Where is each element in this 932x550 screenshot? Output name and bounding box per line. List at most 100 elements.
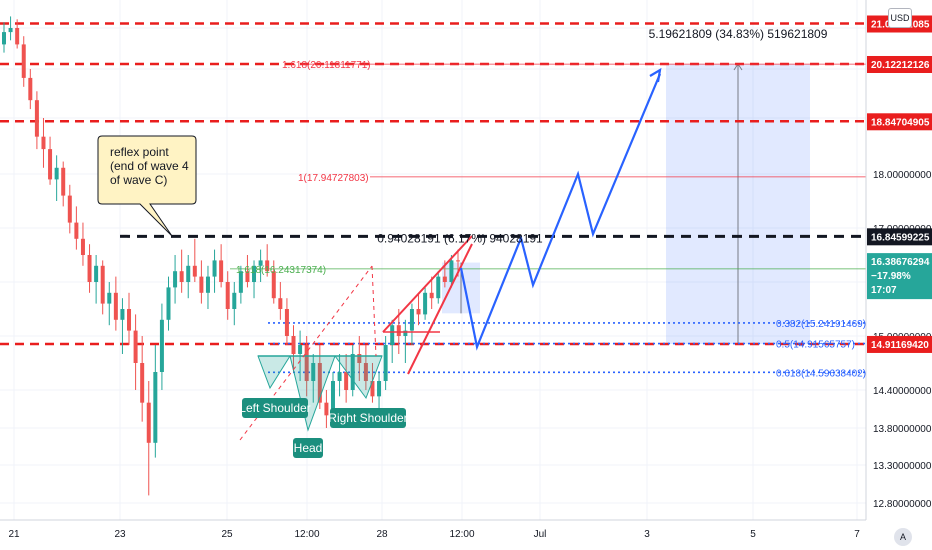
candle-body — [192, 265, 197, 277]
dashed-trend-line[interactable] — [371, 265, 377, 357]
time-tick-label: 25 — [221, 529, 233, 540]
price-tick-label: 12.80000000 — [873, 499, 932, 510]
left-shoulder-tag-text: Left Shoulder — [239, 401, 310, 415]
candle-body — [238, 271, 243, 293]
price-tick-label: 14.40000000 — [873, 386, 932, 397]
candle-body — [429, 292, 434, 299]
head-tag[interactable] — [293, 438, 323, 458]
candle-body — [2, 32, 6, 45]
callout-text-line: reflex point — [110, 145, 169, 159]
candle-body — [61, 167, 66, 196]
candle-body — [173, 271, 178, 288]
candle-body — [317, 363, 322, 403]
candle-body — [140, 363, 145, 403]
price-tag-change: −17.98% — [871, 271, 911, 282]
projection-path[interactable] — [459, 73, 662, 351]
candle-body — [199, 276, 204, 293]
time-axis[interactable]: 21 23 25 12:00 28 12:00 Jul 3 5 7 — [0, 519, 866, 540]
price-tag[interactable] — [867, 113, 932, 131]
candle-body — [100, 265, 105, 304]
candle-body — [127, 309, 132, 331]
long-measure-label: 5.19621809 (34.83%) 519621809 — [649, 27, 828, 41]
fib-retracement-label: 0.618(14.59638402) — [776, 368, 866, 379]
price-tag-value: 16.84599225 — [871, 232, 930, 243]
candle-body — [423, 292, 428, 315]
left-shoulder-shape[interactable] — [257, 355, 291, 390]
fib-retracement-label: 0.382(15.24191469) — [776, 319, 866, 330]
candle-body — [28, 77, 33, 101]
candle-body — [8, 28, 13, 33]
candle-body — [403, 330, 408, 336]
candle-body — [344, 372, 349, 390]
price-tag[interactable] — [867, 335, 932, 353]
wedge-lower-line[interactable] — [407, 243, 473, 375]
measure-zones — [442, 63, 810, 344]
candle-body — [409, 309, 414, 331]
candle-body — [219, 260, 224, 282]
time-tick-label: 3 — [644, 529, 650, 540]
reflex-callout[interactable] — [97, 135, 197, 237]
candle-body — [363, 363, 368, 381]
candle-body — [120, 309, 125, 320]
candle-body — [456, 260, 460, 262]
right-shoulder-shape[interactable] — [334, 355, 383, 400]
candles — [2, 16, 460, 496]
time-tick-label: 12:00 — [294, 529, 319, 540]
callout-text-line: of wave C) — [110, 173, 167, 187]
time-tick-label: Jul — [534, 529, 547, 540]
price-tick-label: 13.30000000 — [873, 461, 932, 472]
candle-body — [357, 354, 362, 363]
candle-body — [383, 345, 388, 381]
candle-body — [324, 402, 329, 416]
candle-body — [41, 136, 46, 150]
chart-grid — [0, 0, 866, 520]
candle-body — [113, 292, 118, 320]
price-tag[interactable] — [867, 55, 932, 73]
candle-body — [377, 381, 382, 397]
time-tick-label: 23 — [114, 529, 126, 540]
price-tag-countdown: 17:07 — [871, 285, 897, 296]
candle-body — [265, 260, 270, 272]
candle-body — [278, 298, 283, 309]
candle-body — [337, 372, 342, 381]
right-shoulder-tag[interactable] — [330, 408, 406, 428]
candle-body — [74, 222, 79, 239]
candle-body — [291, 336, 296, 354]
candle-body — [94, 265, 99, 282]
drawings — [97, 67, 662, 441]
candle-body — [87, 255, 92, 282]
candle-body — [252, 265, 257, 282]
candle-body — [449, 260, 454, 282]
candle-body — [330, 381, 335, 416]
price-tag-value: 18.84704905 — [871, 117, 930, 128]
price-tag[interactable] — [867, 253, 932, 300]
candle-body — [186, 265, 191, 282]
candle-body — [298, 345, 303, 354]
left-shoulder-tag[interactable] — [242, 398, 308, 418]
candle-body — [48, 149, 53, 180]
candle-body — [390, 325, 395, 345]
short-measure-label: 0.94028191 (6.17%) 94028191 — [377, 232, 543, 246]
currency-badge[interactable]: USD — [888, 8, 912, 28]
candle-body — [311, 363, 316, 381]
auto-scale-button[interactable]: A — [894, 528, 912, 546]
candle-body — [225, 282, 230, 309]
candle-body — [350, 354, 355, 390]
price-tag-value: 20.12212126 — [871, 60, 930, 71]
candle-body — [271, 271, 276, 299]
fib-extension-label: 1.618(20.11811771) — [282, 60, 371, 71]
candle-body — [146, 402, 151, 443]
candle-body — [67, 195, 72, 223]
candle-body — [212, 260, 217, 277]
fib-extension-label: 2(21.58933307) — [282, 0, 353, 1]
wedge-upper-line[interactable] — [382, 235, 473, 333]
price-tick-label: 18.00000000 — [873, 170, 932, 181]
candle-body — [232, 292, 237, 309]
price-axis[interactable]: 21.0000000020.0000000018.9000000018.0000… — [865, 0, 932, 550]
price-tag-value: 16.38676294 — [871, 257, 930, 268]
candle-body — [416, 309, 421, 315]
price-tag[interactable] — [867, 228, 932, 246]
fib-extension-label: 1.618(16.24317374) — [236, 265, 326, 276]
candle-body — [370, 381, 375, 397]
